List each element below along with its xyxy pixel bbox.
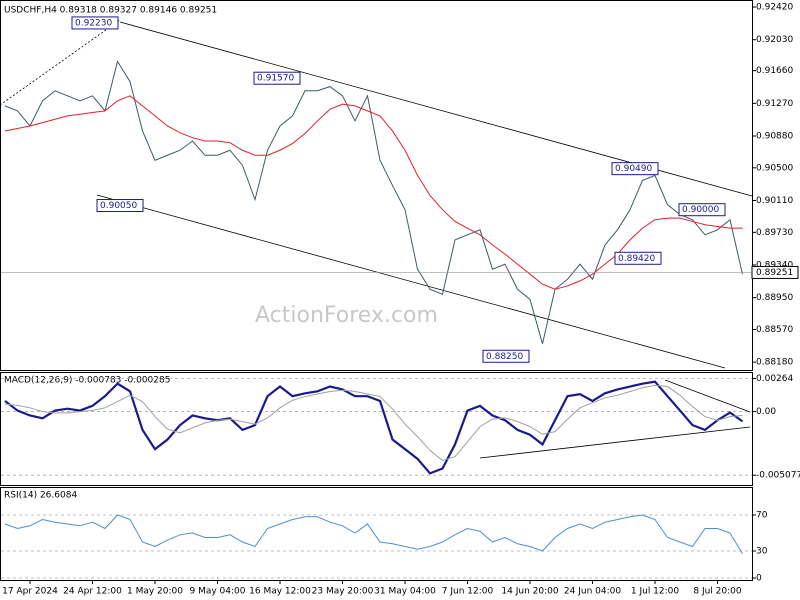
- series-line: [4, 384, 743, 462]
- series-line: [4, 60, 743, 344]
- current-price-box: [751, 265, 799, 279]
- panel-title: MACD(12,26,9) -0.000783 -0.000285: [4, 376, 170, 386]
- y-tick-label: 0.92420: [756, 3, 793, 13]
- y-tick-label: 0.92030: [756, 35, 793, 45]
- x-tick-label: 8 Jul 20:00: [693, 587, 742, 597]
- y-tick-label: 0.90880: [756, 132, 793, 142]
- y-tick-label: 0.91270: [756, 99, 793, 109]
- y-tick-label: 0.89730: [756, 228, 793, 238]
- panel-title: USDCHF,H4 0.89318 0.89327 0.89146 0.8925…: [4, 6, 217, 16]
- annotation-box: [678, 203, 726, 217]
- y-tick-label: 0: [756, 574, 762, 584]
- series-line: [4, 380, 744, 475]
- annotation-label: 0.91570: [257, 74, 294, 84]
- y-tick-label: 30: [756, 547, 768, 557]
- x-tick-label: 1 Jul 12:00: [631, 587, 680, 597]
- x-tick-label: 31 May 04:00: [374, 587, 436, 597]
- x-tick-label: 16 May 12:00: [249, 587, 311, 597]
- annotation-box: [611, 162, 659, 176]
- x-tick-label: 24 Apr 12:00: [63, 587, 122, 597]
- y-tick-label: 70: [756, 511, 768, 521]
- x-tick-label: 23 May 20:00: [312, 587, 374, 597]
- y-tick-label: 0.00264: [756, 374, 793, 384]
- watermark: ActionForex.com: [255, 303, 438, 328]
- x-tick-label: 14 Jun 20:00: [501, 587, 558, 597]
- annotation-box: [614, 251, 662, 265]
- x-tick-label: 7 Jun 12:00: [442, 587, 494, 597]
- x-tick-label: 9 May 04:00: [190, 587, 246, 597]
- annotation-label: 0.90050: [100, 201, 137, 211]
- macd-trend-line: [664, 379, 751, 413]
- series-line: [4, 514, 743, 554]
- annotation-box: [253, 71, 301, 85]
- y-tick-label: -0.005077: [756, 471, 800, 481]
- annotation-label: 0.92230: [75, 18, 112, 28]
- y-tick-label: 0.90110: [756, 196, 793, 206]
- y-tick-label: 0.91660: [756, 66, 793, 76]
- panel-title: RSI(14) 26.6084: [4, 491, 77, 501]
- annotation-label: 0.89420: [618, 254, 655, 264]
- y-tick-label: 0.88180: [756, 358, 793, 368]
- y-tick-label: 0.90500: [756, 163, 793, 173]
- y-tick-label: 0.00: [756, 407, 776, 417]
- annotation-label: 0.90000: [682, 205, 719, 215]
- trend-line: [0, 19, 121, 106]
- macd-trend-line: [479, 426, 751, 459]
- x-tick-label: 17 Apr 2024: [2, 587, 58, 597]
- channel-line: [96, 194, 726, 369]
- annotation-label: 0.88250: [486, 352, 523, 362]
- y-tick-label: 0.89340: [756, 260, 793, 270]
- macd-panel: [0, 372, 753, 486]
- rsi-panel: [0, 487, 753, 581]
- y-tick-label: 0.88950: [756, 293, 793, 303]
- x-tick-label: 24 Jun 04:00: [564, 587, 621, 597]
- annotation-label: 0.90490: [615, 164, 652, 174]
- y-tick-label: 0.88570: [756, 325, 793, 335]
- price-panel: [0, 0, 753, 371]
- annotation-box: [71, 16, 119, 30]
- series-line: [4, 95, 743, 290]
- x-tick-label: 1 May 20:00: [127, 587, 183, 597]
- current-price-label: 0.89251: [756, 268, 793, 278]
- annotation-box: [96, 199, 144, 213]
- annotation-box: [482, 349, 530, 363]
